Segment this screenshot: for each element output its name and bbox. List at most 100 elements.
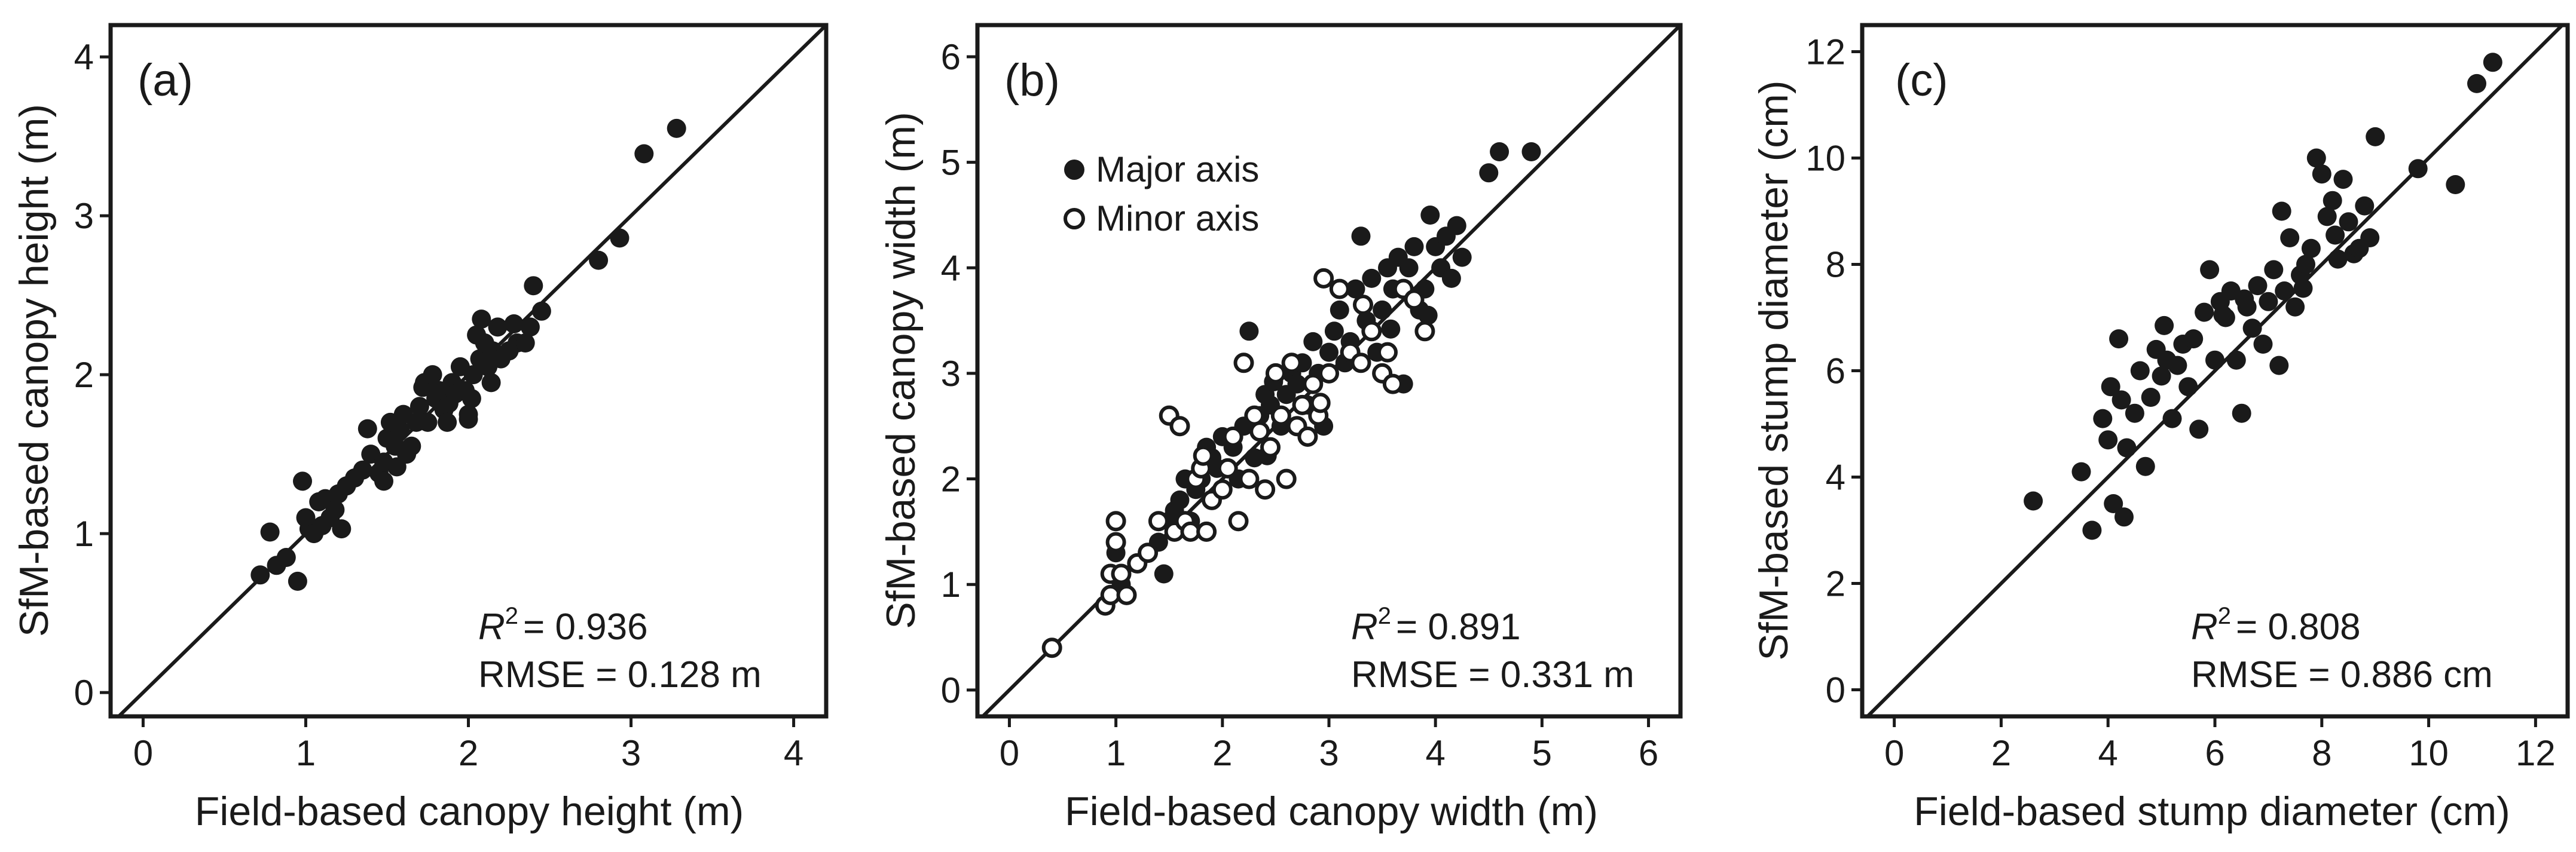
data-point-minor-axis [1310, 393, 1331, 413]
data-point-major-axis [1303, 332, 1323, 351]
panel-c-rmse: RMSE = 0.886 cm [2191, 654, 2493, 695]
data-point-canopy-height [524, 276, 543, 296]
data-point-minor-axis [1297, 426, 1318, 447]
data-point-minor-axis [1377, 342, 1398, 363]
data-point-canopy-height [250, 565, 270, 585]
y-tick-label: 5 [941, 143, 961, 183]
data-point-stump-diameter [2483, 53, 2502, 72]
panel-b-points [1041, 142, 1541, 658]
panel-a-points [250, 118, 686, 591]
panel-a-y-ticks: 0 1 2 3 4 [74, 37, 111, 713]
data-point-minor-axis [1105, 511, 1126, 532]
data-point-minor-axis [1233, 353, 1254, 373]
y-tick-label: 6 [941, 37, 961, 77]
legend-major-axis-label: Major axis [1096, 149, 1259, 189]
x-tick-label: 6 [2205, 733, 2224, 773]
data-point-minor-axis [1041, 638, 1062, 658]
panel-c-label: (c) [1895, 55, 1948, 106]
data-point-stump-diameter [2184, 329, 2204, 349]
data-point-minor-axis [1276, 468, 1297, 489]
x-tick-label: 4 [1425, 733, 1445, 773]
x-tick-label: 2 [1212, 733, 1232, 773]
panel-b-legend: Major axis Minor axis [1064, 149, 1259, 238]
data-point-stump-diameter [2312, 164, 2331, 184]
panel-b-y-ticks: 0 1 2 3 4 5 6 [941, 37, 977, 710]
data-point-minor-axis [1217, 458, 1238, 479]
data-point-stump-diameter [2189, 419, 2209, 439]
data-point-canopy-height [402, 436, 421, 456]
x-tick-label: 6 [1639, 733, 1658, 773]
data-point-stump-diameter [2195, 302, 2214, 322]
data-point-major-axis [1420, 206, 1440, 225]
data-point-major-axis [1373, 300, 1392, 320]
panel-a-r2-value: = 0.936 [523, 606, 648, 648]
y-tick-label: 0 [941, 670, 961, 710]
data-point-canopy-height [589, 250, 609, 270]
x-tick-label: 8 [2312, 733, 2331, 773]
data-point-canopy-height [472, 309, 491, 329]
data-point-stump-diameter [2024, 491, 2043, 511]
data-point-canopy-height [276, 548, 296, 567]
data-point-major-axis [1324, 321, 1344, 341]
data-point-major-axis [1521, 142, 1541, 161]
panel-c-y-axis-label: SfM-based stump diameter (cm) [1751, 80, 1796, 660]
panel-b-y-axis-label: SfM-based canopy width (m) [878, 112, 924, 629]
y-tick-label: 4 [941, 248, 961, 288]
panel-b-rmse: RMSE = 0.331 m [1351, 654, 1634, 695]
data-point-canopy-height [293, 471, 312, 491]
x-tick-label: 1 [1106, 733, 1126, 773]
x-tick-label: 3 [621, 733, 641, 773]
data-point-canopy-height [667, 118, 686, 138]
data-point-minor-axis [1148, 511, 1169, 532]
data-point-stump-diameter [2280, 228, 2300, 247]
x-tick-label: 4 [2098, 733, 2118, 773]
data-point-stump-diameter [2111, 390, 2131, 410]
panel-c-reference-line [1866, 23, 2564, 718]
x-tick-label: 3 [1319, 733, 1339, 773]
panel-c-r2: R2 = 0.808 [2191, 603, 2361, 648]
data-point-stump-diameter [2200, 260, 2220, 280]
data-point-canopy-height [504, 314, 524, 333]
data-point-minor-axis [1270, 405, 1291, 426]
data-point-minor-axis [1212, 479, 1233, 500]
panel-c-r2-value: = 0.808 [2236, 606, 2361, 648]
x-tick-label: 0 [133, 733, 153, 773]
panel-c-points [2024, 53, 2502, 540]
panel-c-r2-symbol: R [2191, 606, 2218, 648]
y-tick-label: 6 [1826, 351, 1845, 391]
data-point-minor-axis [1138, 543, 1159, 563]
data-point-stump-diameter [2205, 350, 2224, 370]
data-point-major-axis [1441, 268, 1461, 288]
x-tick-label: 0 [1884, 733, 1904, 773]
y-tick-label: 4 [74, 37, 94, 77]
data-point-canopy-height [374, 471, 393, 491]
x-tick-label: 2 [1991, 733, 2011, 773]
y-tick-label: 8 [1826, 245, 1845, 285]
data-point-minor-axis [1329, 278, 1350, 299]
data-point-stump-diameter [2141, 388, 2161, 407]
data-point-stump-diameter [2355, 196, 2375, 216]
data-point-stump-diameter [2178, 377, 2198, 397]
data-point-canopy-height [462, 389, 481, 408]
data-point-stump-diameter [2213, 305, 2233, 325]
data-point-stump-diameter [2162, 409, 2182, 428]
data-point-minor-axis [1361, 321, 1382, 342]
y-tick-label: 2 [74, 355, 94, 395]
panel-c-r2-sup: 2 [2218, 603, 2231, 629]
panel-b-r2: R2 = 0.891 [1351, 603, 1521, 648]
x-tick-label: 5 [1532, 733, 1552, 773]
data-point-canopy-height [531, 301, 551, 321]
data-point-canopy-height [481, 373, 501, 393]
y-tick-label: 2 [941, 459, 961, 499]
data-point-minor-axis [1116, 584, 1137, 605]
data-point-stump-diameter [2093, 409, 2113, 428]
data-point-stump-diameter [2071, 462, 2091, 482]
data-point-stump-diameter [2109, 329, 2129, 349]
data-point-major-axis [1404, 237, 1424, 256]
x-tick-label: 1 [296, 733, 316, 773]
panel-c-x-axis-label: Field-based stump diameter (cm) [1914, 789, 2510, 834]
data-point-major-axis [1351, 226, 1371, 246]
